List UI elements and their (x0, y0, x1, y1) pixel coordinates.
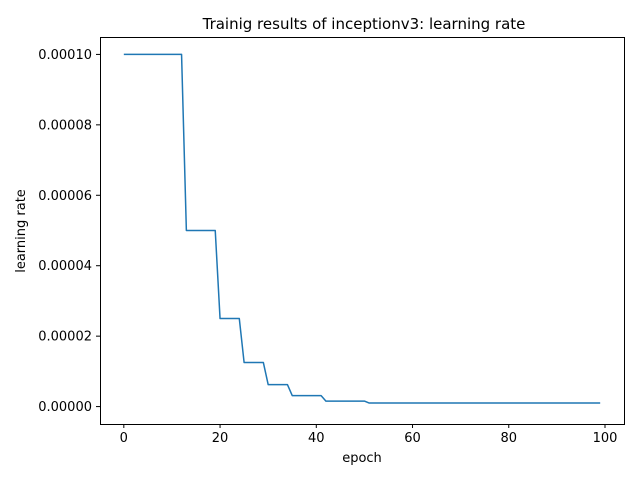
x-tick-label: 60 (404, 431, 421, 446)
axes-frame (100, 37, 625, 425)
y-axis-label: learning rate (14, 189, 29, 273)
plot-area (123, 53, 601, 404)
y-tick-label: 0.00000 (38, 400, 92, 415)
x-tick-label: 100 (593, 431, 618, 446)
x-tick-label: 80 (500, 431, 517, 446)
y-tick-label: 0.00004 (38, 259, 92, 274)
x-axis-label: epoch (342, 451, 382, 466)
y-tick-label: 0.00006 (38, 189, 92, 204)
x-axis: 0 20 40 60 80 100 (120, 424, 618, 446)
y-tick-label: 0.00002 (38, 330, 92, 345)
x-tick-label: 40 (308, 431, 325, 446)
series-line-0 (123, 53, 601, 404)
chart-title: Trainig results of inceptionv3: learning… (202, 15, 526, 33)
x-tick-label: 20 (212, 431, 229, 446)
y-tick-label: 0.00008 (38, 118, 92, 133)
y-axis: 0.00000 0.00002 0.00004 0.00006 0.00008 0.000… (38, 48, 100, 415)
x-tick-label: 0 (120, 431, 128, 446)
y-tick-label: 0.00010 (38, 48, 92, 63)
